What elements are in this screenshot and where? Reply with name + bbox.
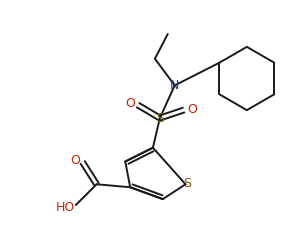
Text: S: S — [156, 112, 164, 125]
Text: O: O — [188, 103, 197, 116]
Text: N: N — [170, 79, 179, 92]
Text: S: S — [183, 177, 191, 190]
Text: O: O — [125, 97, 135, 110]
Text: O: O — [70, 154, 80, 167]
Text: HO: HO — [55, 201, 75, 215]
